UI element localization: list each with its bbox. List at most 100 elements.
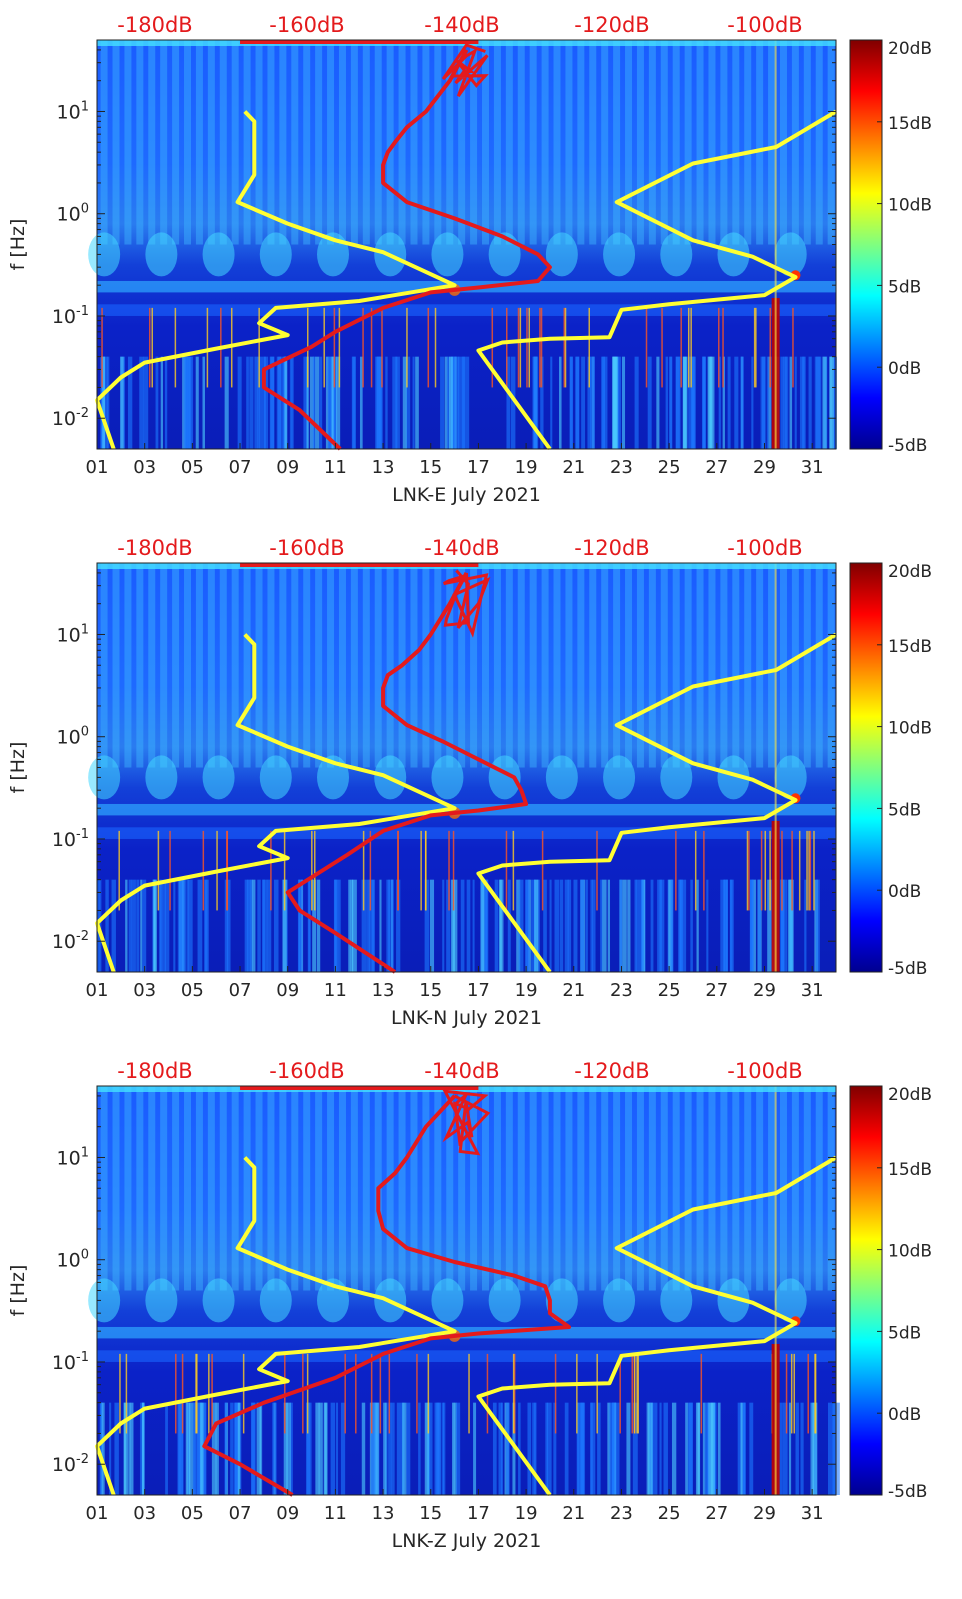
- y-tick-label: 100: [57, 1248, 89, 1272]
- y-tick-label: 101: [57, 99, 89, 123]
- y-axis-label: f [Hz]: [7, 1265, 29, 1317]
- top-db-label: -100dB: [727, 13, 802, 37]
- x-tick-label: 01: [86, 457, 109, 478]
- top-db-label: -180dB: [117, 536, 192, 560]
- x-tick-label: 05: [181, 980, 204, 1001]
- series-noise-model-high: [476, 1155, 838, 1497]
- colorbar-label: 0dB: [888, 882, 921, 902]
- y-tick-label: 10-2: [52, 1452, 89, 1476]
- x-tick-label: 01: [86, 980, 109, 1001]
- colorbar-label: 10dB: [888, 1242, 932, 1262]
- top-db-label: -120dB: [574, 536, 649, 560]
- x-axis-label: LNK-E July 2021: [392, 484, 541, 506]
- colorbar-label: -5dB: [888, 1482, 927, 1502]
- top-db-label: -160dB: [269, 536, 344, 560]
- colorbar-label: 20dB: [888, 562, 932, 582]
- top-db-label: -100dB: [727, 536, 802, 560]
- colorbar-label: -5dB: [888, 959, 927, 979]
- colorbar-label: -5dB: [888, 436, 927, 456]
- x-tick-label: 11: [324, 457, 347, 478]
- x-tick-label: 21: [562, 1503, 585, 1524]
- colorbar-label: 20dB: [888, 39, 932, 59]
- x-axis-label: LNK-N July 2021: [391, 1007, 542, 1029]
- y-axis-label: f [Hz]: [7, 742, 29, 794]
- series-psd-median: [285, 571, 529, 974]
- x-tick-label: 27: [705, 980, 728, 1001]
- panel-lnk-e: 01 03 05 07 09 11 13 15 17 19 21 23 25 27 29 31 LNK-E Ju…: [7, 13, 932, 506]
- x-tick-label: 01: [86, 1503, 109, 1524]
- y-tick-label: 10-1: [52, 304, 89, 328]
- x-tick-label: 07: [229, 980, 252, 1001]
- x-tick-label: 09: [276, 457, 299, 478]
- x-tick-label: 27: [705, 1503, 728, 1524]
- x-tick-label: 07: [229, 1503, 252, 1524]
- colorbar-label: 15dB: [888, 1160, 932, 1180]
- colorbar-label: 10dB: [888, 196, 932, 216]
- colorbar: [849, 1085, 883, 1496]
- colorbar-label: 5dB: [888, 277, 921, 297]
- x-tick-label: 27: [705, 457, 728, 478]
- colorbar-label: 0dB: [888, 1405, 921, 1425]
- x-tick-label: 19: [515, 457, 538, 478]
- y-tick-label: 10-1: [52, 1350, 89, 1374]
- x-tick-label: 13: [372, 980, 395, 1001]
- spectrogram-texture: [88, 1086, 840, 1495]
- top-db-label: -140dB: [424, 536, 499, 560]
- series-noise-model-low: [95, 110, 457, 450]
- x-tick-label: 09: [276, 1503, 299, 1524]
- x-tick-label: 31: [801, 980, 824, 1001]
- x-tick-label: 25: [658, 457, 681, 478]
- y-tick-label: 10-2: [52, 406, 89, 430]
- x-tick-label: 29: [753, 980, 776, 1001]
- y-tick-label: 10-2: [52, 929, 89, 953]
- x-tick-label: 07: [229, 457, 252, 478]
- colorbar-label: 5dB: [888, 800, 921, 820]
- x-tick-label: 15: [419, 980, 442, 1001]
- series-psd-median: [202, 1094, 571, 1497]
- top-db-label: -160dB: [269, 1059, 344, 1083]
- colorbar-label: 10dB: [888, 719, 932, 739]
- top-db-label: -160dB: [269, 13, 344, 37]
- x-tick-label: 05: [181, 1503, 204, 1524]
- colorbar-label: 5dB: [888, 1323, 921, 1343]
- x-tick-label: 11: [324, 980, 347, 1001]
- series-noise-model-low: [95, 1156, 457, 1496]
- x-tick-label: 15: [419, 457, 442, 478]
- psd-noise-scribble: [441, 43, 489, 97]
- x-tick-label: 19: [515, 980, 538, 1001]
- x-tick-label: 17: [467, 1503, 490, 1524]
- top-db-label: -140dB: [424, 13, 499, 37]
- y-axis-label: f [Hz]: [7, 219, 29, 271]
- colorbar: [849, 39, 883, 450]
- psd-noise-scribble: [442, 1089, 491, 1156]
- y-tick-label: 100: [57, 725, 89, 749]
- x-tick-label: 31: [801, 1503, 824, 1524]
- x-tick-label: 03: [133, 457, 156, 478]
- x-tick-label: 09: [276, 980, 299, 1001]
- top-db-label: -180dB: [117, 13, 192, 37]
- x-tick-label: 29: [753, 457, 776, 478]
- series-noise-model-high: [476, 632, 838, 974]
- colorbar-label: 20dB: [888, 1085, 932, 1105]
- x-tick-label: 25: [658, 1503, 681, 1524]
- x-tick-label: 03: [133, 980, 156, 1001]
- x-tick-label: 29: [753, 1503, 776, 1524]
- top-db-label: -180dB: [117, 1059, 192, 1083]
- series-noise-model-low: [95, 633, 457, 973]
- spectrogram-texture: [88, 40, 837, 449]
- x-tick-label: 17: [467, 980, 490, 1001]
- top-db-label: -100dB: [727, 1059, 802, 1083]
- x-tick-label: 23: [610, 457, 633, 478]
- x-tick-label: 31: [801, 457, 824, 478]
- colorbar: [849, 562, 883, 973]
- y-tick-label: 101: [57, 1145, 89, 1169]
- psd-noise-scribble: [442, 569, 491, 638]
- x-tick-label: 05: [181, 457, 204, 478]
- top-db-label: -120dB: [574, 1059, 649, 1083]
- y-tick-label: 100: [57, 202, 89, 226]
- x-tick-label: 21: [562, 980, 585, 1001]
- top-db-label: -120dB: [574, 13, 649, 37]
- panel-lnk-z: 01 03 05 07 09 11 13 15 17 19 21 23 25 27 29 31 LNK-Z Ju…: [7, 1059, 932, 1552]
- x-tick-label: 15: [419, 1503, 442, 1524]
